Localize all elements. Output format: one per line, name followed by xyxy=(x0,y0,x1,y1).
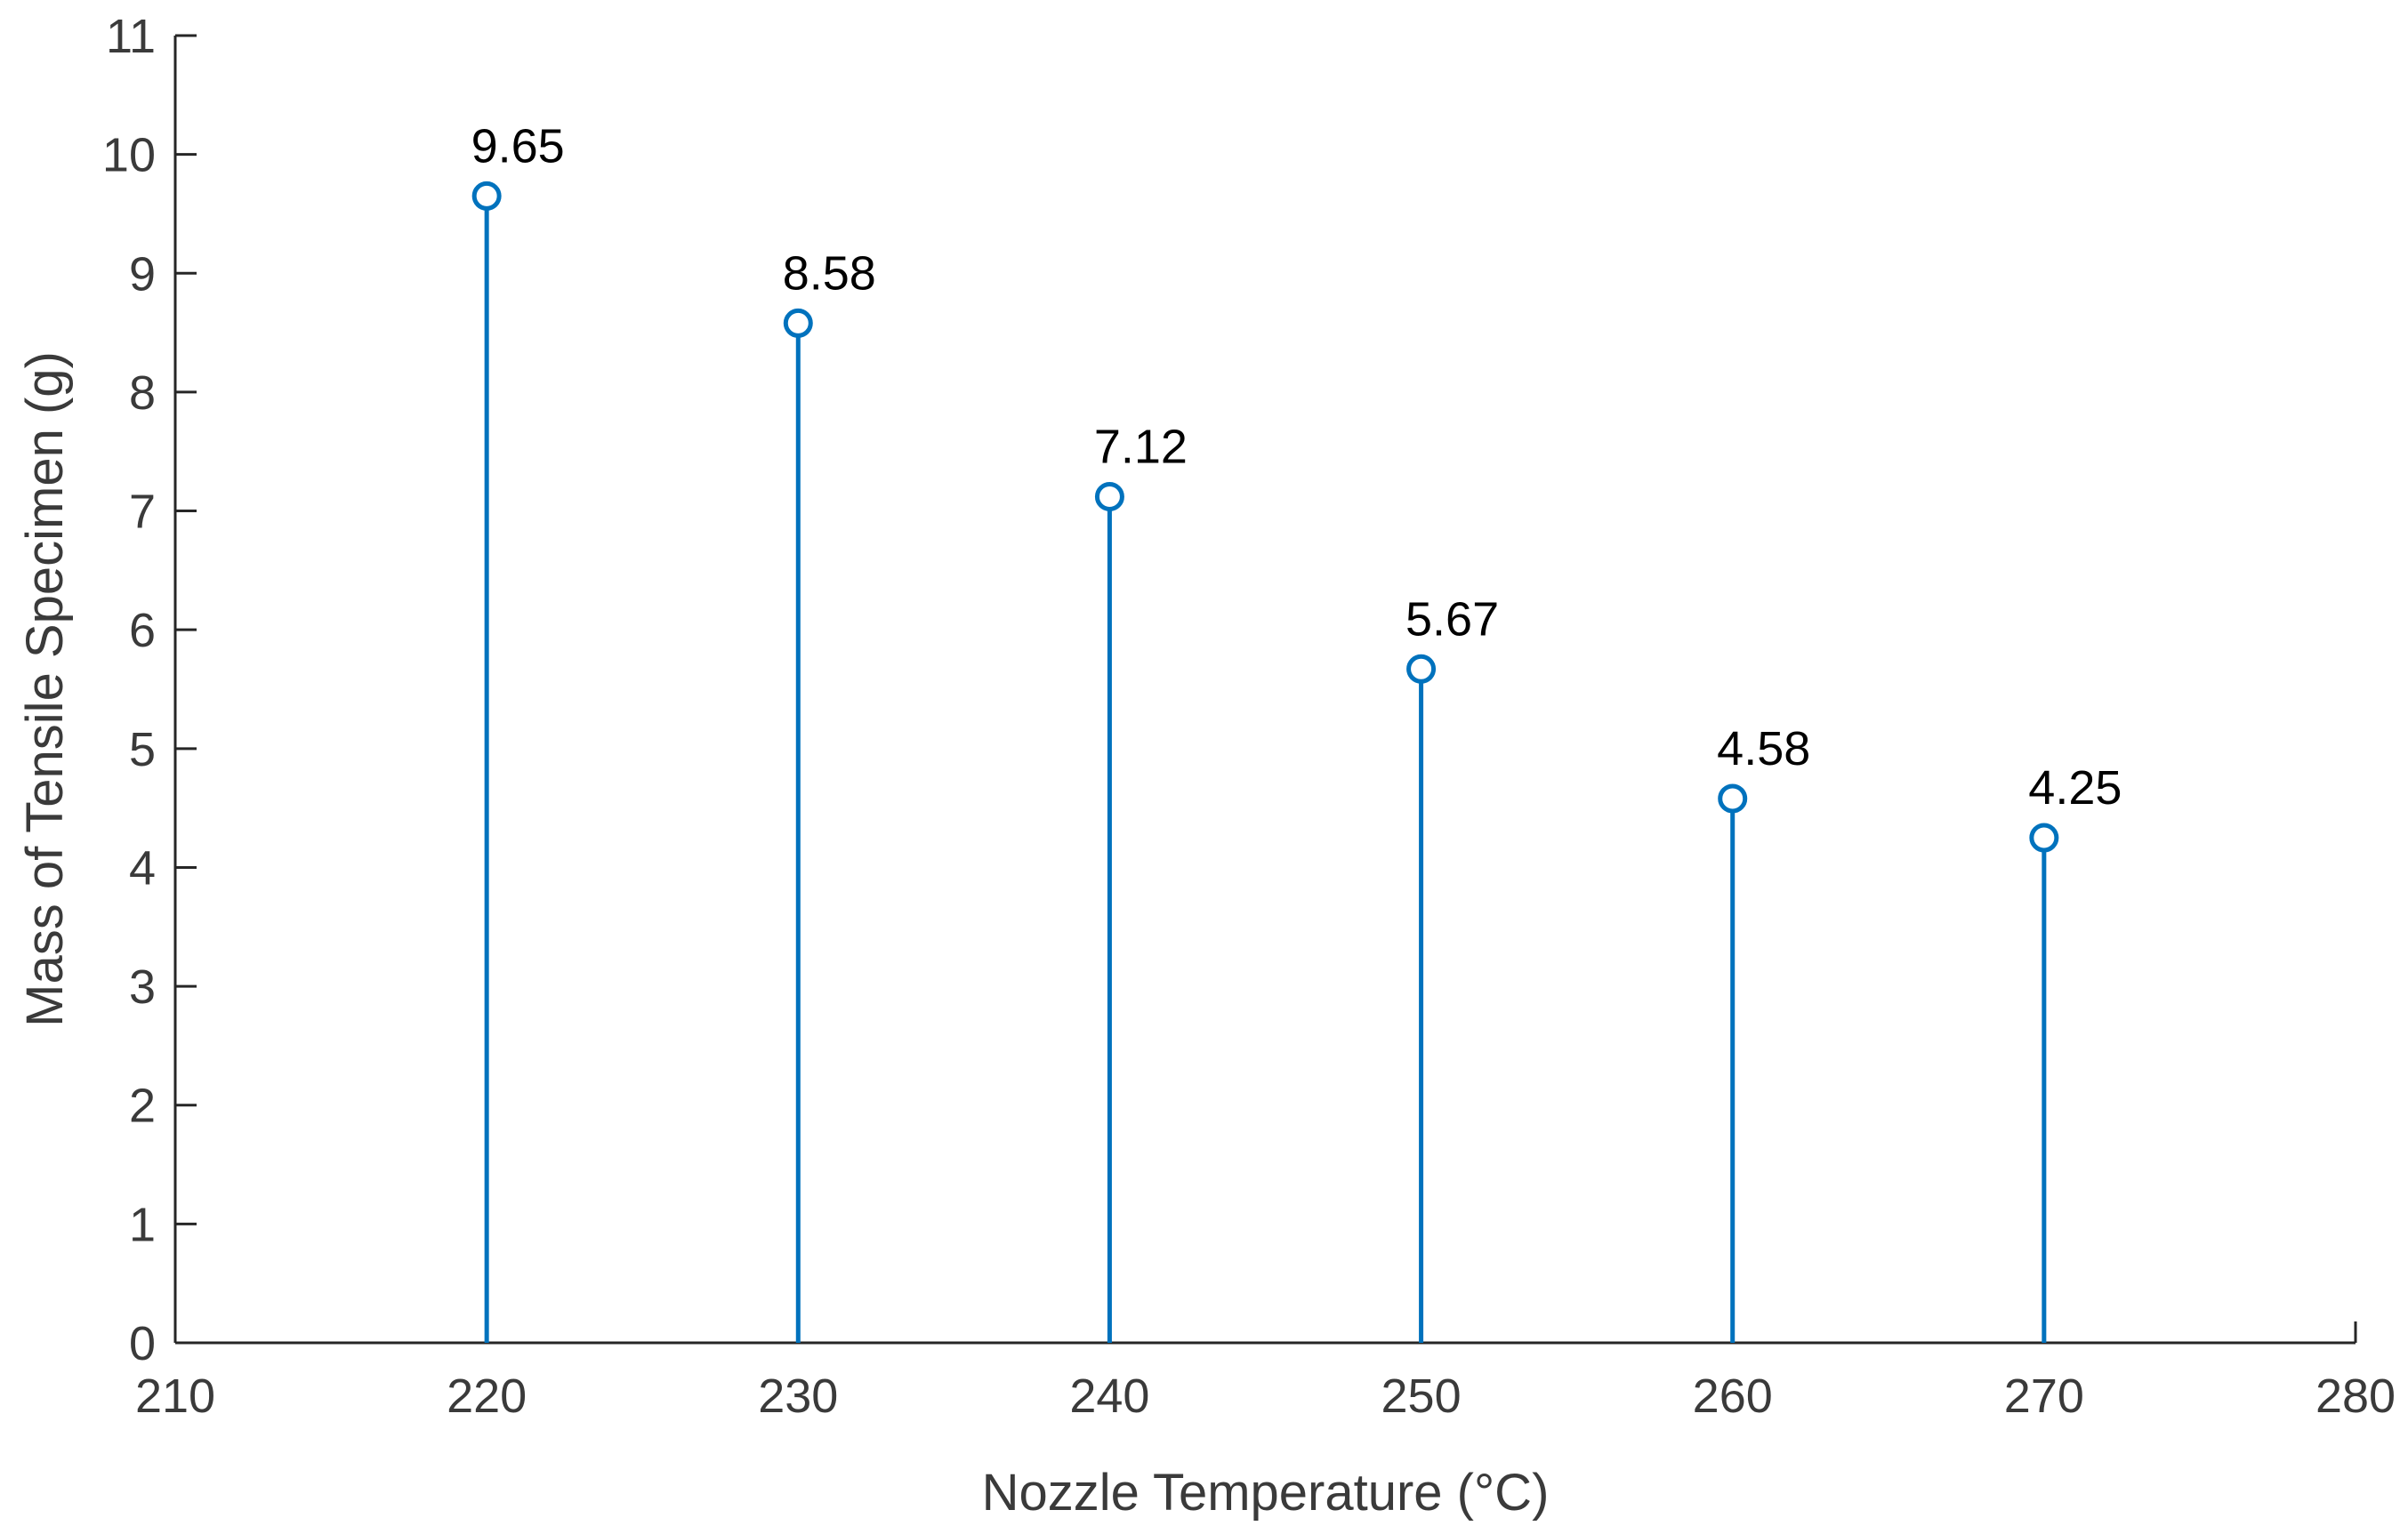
y-tick-label: 8 xyxy=(129,366,156,420)
y-tick-label: 4 xyxy=(129,841,156,895)
y-tick-label: 6 xyxy=(129,604,156,657)
axes: 0 1 2 3 4 5 6 7 8 9 10 11 210 220 230 240 250 260 270 280 xyxy=(102,10,2396,1423)
y-tick-label: 7 xyxy=(129,486,156,539)
data-label: 5.67 xyxy=(1405,592,1499,646)
x-tick-label: 260 xyxy=(1693,1369,1773,1423)
stem-marker xyxy=(471,181,502,211)
data-label: 8.58 xyxy=(783,246,876,300)
x-axis-title: Nozzle Temperature (°C) xyxy=(982,1464,1550,1522)
stem-marker xyxy=(783,308,813,338)
data-label: 9.65 xyxy=(471,119,565,173)
y-axis-title: Mass of Tensile Specimen (g) xyxy=(16,351,74,1027)
y-tick-label: 11 xyxy=(106,10,156,63)
data-label: 7.12 xyxy=(1094,421,1188,474)
stem-marker xyxy=(1406,654,1437,684)
x-tick-label: 270 xyxy=(2004,1369,2084,1423)
x-tick-label: 240 xyxy=(1069,1369,1149,1423)
x-tick-label: 230 xyxy=(758,1369,838,1423)
y-tick-label: 9 xyxy=(129,247,156,301)
stem-marker xyxy=(1718,783,1748,814)
x-tick-label: 280 xyxy=(2315,1369,2396,1423)
stem-marker xyxy=(1094,482,1124,512)
y-tick-label: 5 xyxy=(129,723,156,776)
y-tick-label: 3 xyxy=(129,960,156,1014)
stem-marker xyxy=(2029,823,2059,853)
y-tick-label: 0 xyxy=(129,1317,156,1370)
x-tick-label: 250 xyxy=(1381,1369,1462,1423)
x-tick-label: 220 xyxy=(447,1369,527,1423)
y-tick-label: 10 xyxy=(102,129,156,182)
stem-series: 9.65 8.58 7.12 5.67 4.58 4.25 xyxy=(471,119,2122,1343)
y-tick-label: 1 xyxy=(129,1198,156,1251)
x-tick-label: 210 xyxy=(135,1369,215,1423)
data-label: 4.58 xyxy=(1717,722,1810,775)
y-tick-label: 2 xyxy=(129,1080,156,1133)
data-label: 4.25 xyxy=(2028,761,2122,815)
